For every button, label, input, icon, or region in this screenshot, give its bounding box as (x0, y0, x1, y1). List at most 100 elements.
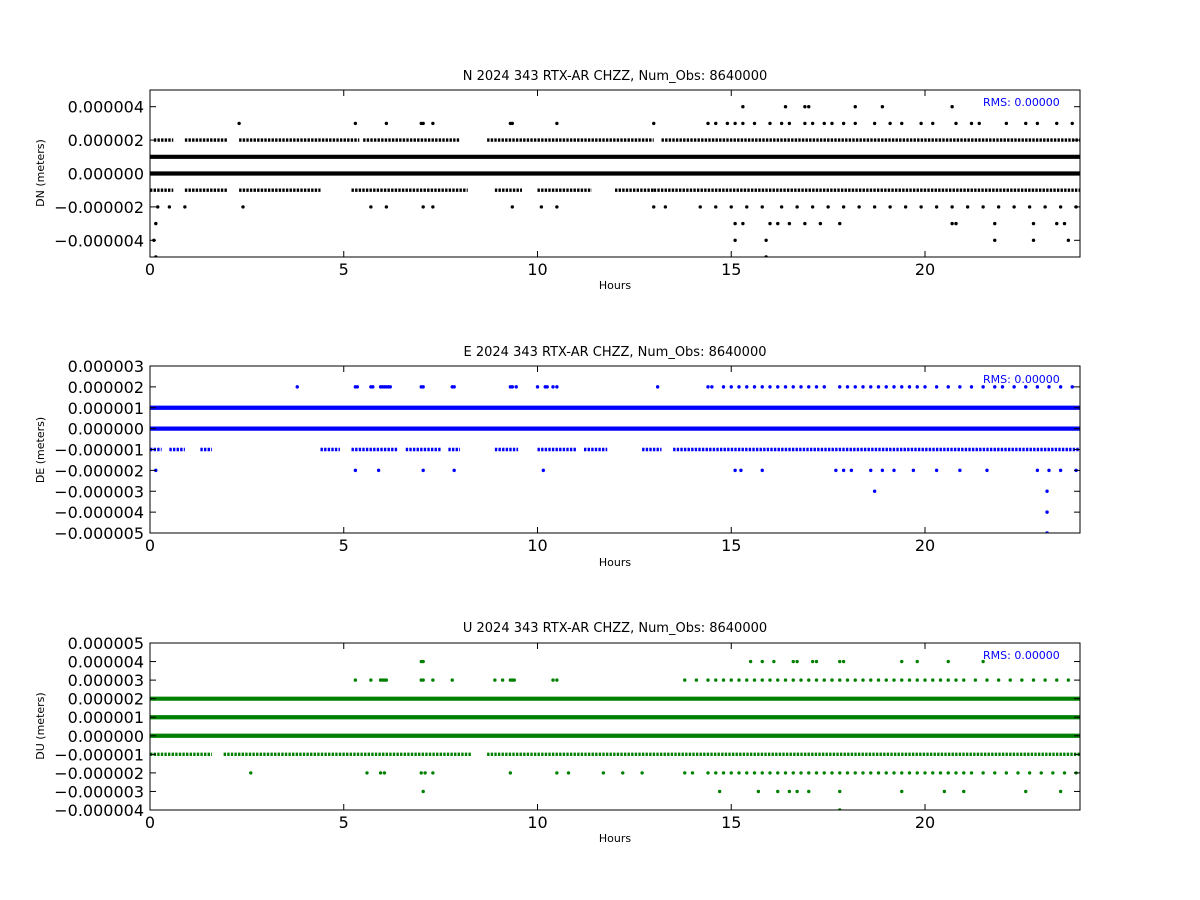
data-point (555, 385, 559, 389)
data-point (845, 385, 850, 389)
data-point (1031, 221, 1036, 226)
data-point (838, 789, 842, 794)
data-point (539, 205, 544, 209)
data-point (1024, 789, 1028, 794)
data-point (900, 789, 904, 794)
data-point (776, 385, 780, 389)
data-point (954, 678, 958, 682)
data-point (915, 659, 919, 664)
data-point (512, 678, 516, 682)
data-point (733, 468, 737, 473)
data-point (807, 105, 811, 109)
data-point (535, 385, 540, 389)
data-point (814, 771, 819, 775)
data-point (931, 771, 935, 775)
data-point (1045, 489, 1049, 493)
data-point (977, 121, 981, 126)
data-point (787, 789, 792, 794)
data-point (376, 468, 381, 473)
x-axis-label: Hours (599, 279, 631, 292)
data-point (803, 121, 807, 126)
data-point (973, 678, 978, 682)
x-axis-label: Hours (599, 556, 631, 569)
x-axis-label: Hours (599, 832, 631, 845)
data-point (1004, 121, 1009, 126)
data-point (907, 385, 912, 389)
data-point (853, 105, 857, 109)
data-point (814, 385, 819, 389)
data-point (892, 385, 896, 389)
data-point (421, 121, 425, 126)
data-point (1020, 678, 1024, 682)
data-layer (150, 105, 1080, 257)
data-point (555, 205, 559, 209)
data-point (733, 121, 737, 126)
data-point (799, 678, 803, 682)
data-point (838, 385, 842, 389)
data-point (1043, 205, 1047, 209)
x-tick-label: 0 (145, 813, 155, 832)
data-point (950, 105, 954, 109)
data-point (1070, 385, 1074, 389)
data-point (729, 678, 733, 682)
data-point (776, 678, 780, 682)
data-point (752, 771, 757, 775)
data-point (900, 678, 904, 682)
y-tick-label: −0.000002 (54, 461, 144, 480)
data-point (969, 771, 974, 775)
data-point (752, 385, 757, 389)
data-point (872, 489, 877, 493)
data-point (1055, 221, 1059, 226)
data-point (931, 121, 935, 126)
data-point (795, 205, 799, 209)
data-point (541, 468, 546, 473)
data-point (830, 771, 834, 775)
data-point (369, 678, 373, 682)
data-point (969, 121, 974, 126)
data-point (853, 121, 857, 126)
data-point (807, 771, 811, 775)
data-point (721, 385, 726, 389)
data-point (690, 771, 695, 775)
data-point (799, 385, 803, 389)
data-point (822, 121, 826, 126)
data-point (431, 121, 435, 126)
panel-e: E 2024 343 RTX-AR CHZZ, Num_Obs: 8640000… (34, 345, 1081, 569)
data-point (249, 771, 253, 775)
x-tick-label: 5 (339, 536, 349, 555)
data-point (706, 121, 710, 126)
data-point (950, 205, 954, 209)
data-point (421, 205, 425, 209)
data-point (810, 659, 815, 664)
data-point (721, 771, 726, 775)
data-point (452, 468, 456, 473)
data-point (869, 771, 873, 775)
data-point (1051, 771, 1055, 775)
y-tick-label: 0.000003 (68, 357, 144, 376)
data-point (826, 205, 830, 209)
data-point (1045, 510, 1049, 514)
data-point (783, 105, 788, 109)
data-point (369, 205, 373, 209)
y-tick-label: −0.000004 (54, 503, 144, 522)
data-point (353, 121, 358, 126)
data-point (993, 771, 997, 775)
data-point (1035, 385, 1040, 389)
data-layer (150, 659, 1080, 810)
data-point (950, 221, 954, 226)
data-point (514, 385, 518, 389)
x-tick-label: 10 (527, 536, 547, 555)
data-point (760, 678, 764, 682)
plot-area: 0 5 10 15 20 −0.000004−0.000003−0.000002−0.00… (54, 634, 1081, 832)
data-point (849, 468, 854, 473)
x-tick-label: 10 (527, 813, 547, 832)
x-tick-label: 20 (915, 536, 935, 555)
data-point (814, 678, 819, 682)
data-point (717, 789, 722, 794)
y-tick-label: 0.000001 (68, 708, 144, 727)
data-point (768, 121, 772, 126)
data-point (1027, 205, 1032, 209)
data-point (799, 771, 803, 775)
data-point (822, 771, 826, 775)
